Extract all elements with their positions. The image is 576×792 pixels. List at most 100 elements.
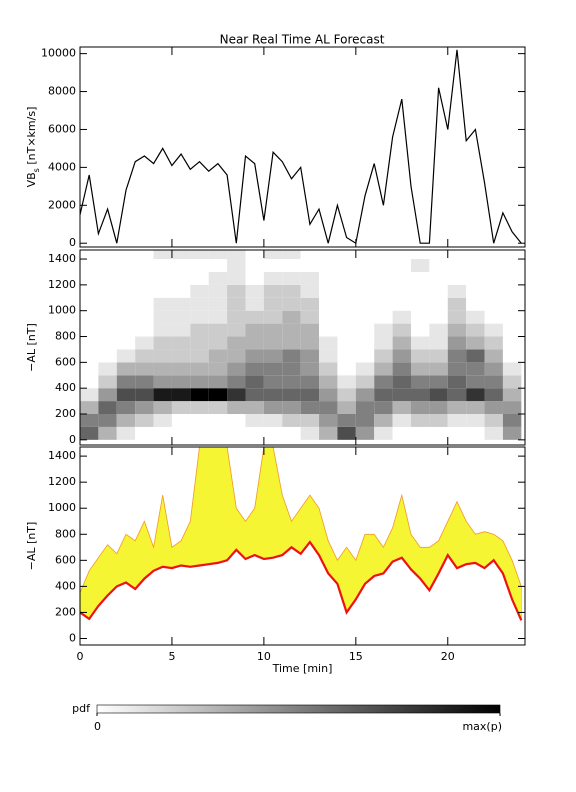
heat-cell — [190, 388, 209, 402]
heat-cell — [466, 362, 485, 376]
heat-cell — [282, 323, 301, 337]
heat-cell — [80, 336, 99, 350]
x-tick-label: 5 — [168, 650, 175, 663]
heat-cell — [80, 362, 99, 376]
heat-cell — [502, 310, 522, 324]
heat-cell — [135, 426, 154, 440]
heat-cell — [300, 388, 320, 402]
heat-cell — [447, 401, 467, 415]
heat-cell — [484, 336, 503, 350]
heat-cell — [282, 259, 301, 272]
heat-cell — [116, 271, 136, 285]
heat-cell — [300, 271, 320, 285]
heat-cell — [392, 284, 411, 298]
heat-cell — [319, 271, 338, 285]
heat-cell — [392, 362, 411, 376]
heat-cell — [208, 250, 228, 260]
heat-cell — [135, 259, 154, 272]
heat-cell — [466, 259, 485, 272]
heat-cell — [447, 284, 467, 298]
heat-cell — [484, 259, 503, 272]
axes-frame — [79, 46, 526, 248]
heat-cell — [98, 362, 117, 376]
heat-cell — [227, 362, 246, 376]
heat-cell — [484, 401, 503, 415]
heat-cell — [282, 250, 301, 260]
heat-cell — [319, 375, 338, 389]
heat-cell — [135, 362, 154, 376]
heat-cell — [300, 336, 320, 350]
heat-cell — [190, 297, 209, 311]
heat-cell — [190, 414, 209, 427]
colorbar-tick-label: max(p) — [462, 720, 502, 733]
heat-cell — [227, 284, 246, 298]
y-tick-label: 1400 — [48, 252, 76, 265]
heat-cell — [80, 271, 99, 285]
heat-cell — [263, 426, 283, 440]
heat-cell — [300, 414, 320, 427]
heat-cell — [80, 401, 99, 415]
heat-cell — [98, 284, 117, 298]
heat-cell — [502, 362, 522, 376]
heat-cell — [98, 297, 117, 311]
y-tick-label: 0 — [69, 433, 76, 446]
heat-cell — [319, 284, 338, 298]
heat-cell — [392, 388, 411, 402]
heat-cell — [263, 401, 283, 415]
heat-cell — [116, 414, 136, 427]
heat-cell — [502, 414, 522, 427]
heat-cell — [171, 388, 191, 402]
heat-cell — [429, 426, 448, 440]
heat-cell — [410, 271, 430, 285]
heat-cell — [208, 297, 228, 311]
heat-cell — [116, 297, 136, 311]
heat-cell — [282, 414, 301, 427]
heat-cell — [171, 284, 191, 298]
heat-cell — [502, 336, 522, 350]
heat-cell — [153, 349, 172, 363]
heat-cell — [208, 284, 228, 298]
heat-cell — [171, 297, 191, 311]
heat-cell — [447, 375, 467, 389]
heat-cell — [263, 310, 283, 324]
heat-cell — [484, 297, 503, 311]
heat-cell — [410, 259, 430, 272]
heat-cell — [171, 271, 191, 285]
heat-cell — [374, 388, 393, 402]
heat-cell — [300, 310, 320, 324]
heat-cell — [374, 271, 393, 285]
heat-cell — [208, 259, 228, 272]
heat-cell — [153, 323, 172, 337]
heat-cell — [190, 336, 209, 350]
heat-cell — [466, 375, 485, 389]
heat-cell — [374, 362, 393, 376]
heat-cell — [447, 362, 467, 376]
y-tick-label: 1200 — [48, 278, 76, 291]
heat-cell — [98, 250, 117, 260]
heat-cell — [319, 336, 338, 350]
heat-cell — [282, 362, 301, 376]
heat-cell — [208, 414, 228, 427]
y-tick-label: 400 — [55, 381, 76, 394]
y-tick-label: 0 — [69, 236, 76, 249]
heat-cell — [116, 310, 136, 324]
heat-cell — [135, 349, 154, 363]
heat-cell — [227, 426, 246, 440]
heat-cell — [135, 323, 154, 337]
heat-cell — [410, 323, 430, 337]
heat-cell — [263, 349, 283, 363]
heat-cell — [355, 362, 375, 376]
y-tick-label: 8000 — [48, 85, 76, 98]
heat-cell — [153, 375, 172, 389]
heat-cell — [300, 426, 320, 440]
heat-cell — [116, 388, 136, 402]
heat-cell — [410, 426, 430, 440]
heat-cell — [466, 414, 485, 427]
heat-cell — [447, 297, 467, 311]
heat-cell — [447, 250, 467, 260]
heat-cell — [80, 284, 99, 298]
colorbar-label: pdf — [72, 702, 91, 715]
heat-cell — [466, 271, 485, 285]
heat-cell — [227, 414, 246, 427]
heat-cell — [80, 388, 99, 402]
